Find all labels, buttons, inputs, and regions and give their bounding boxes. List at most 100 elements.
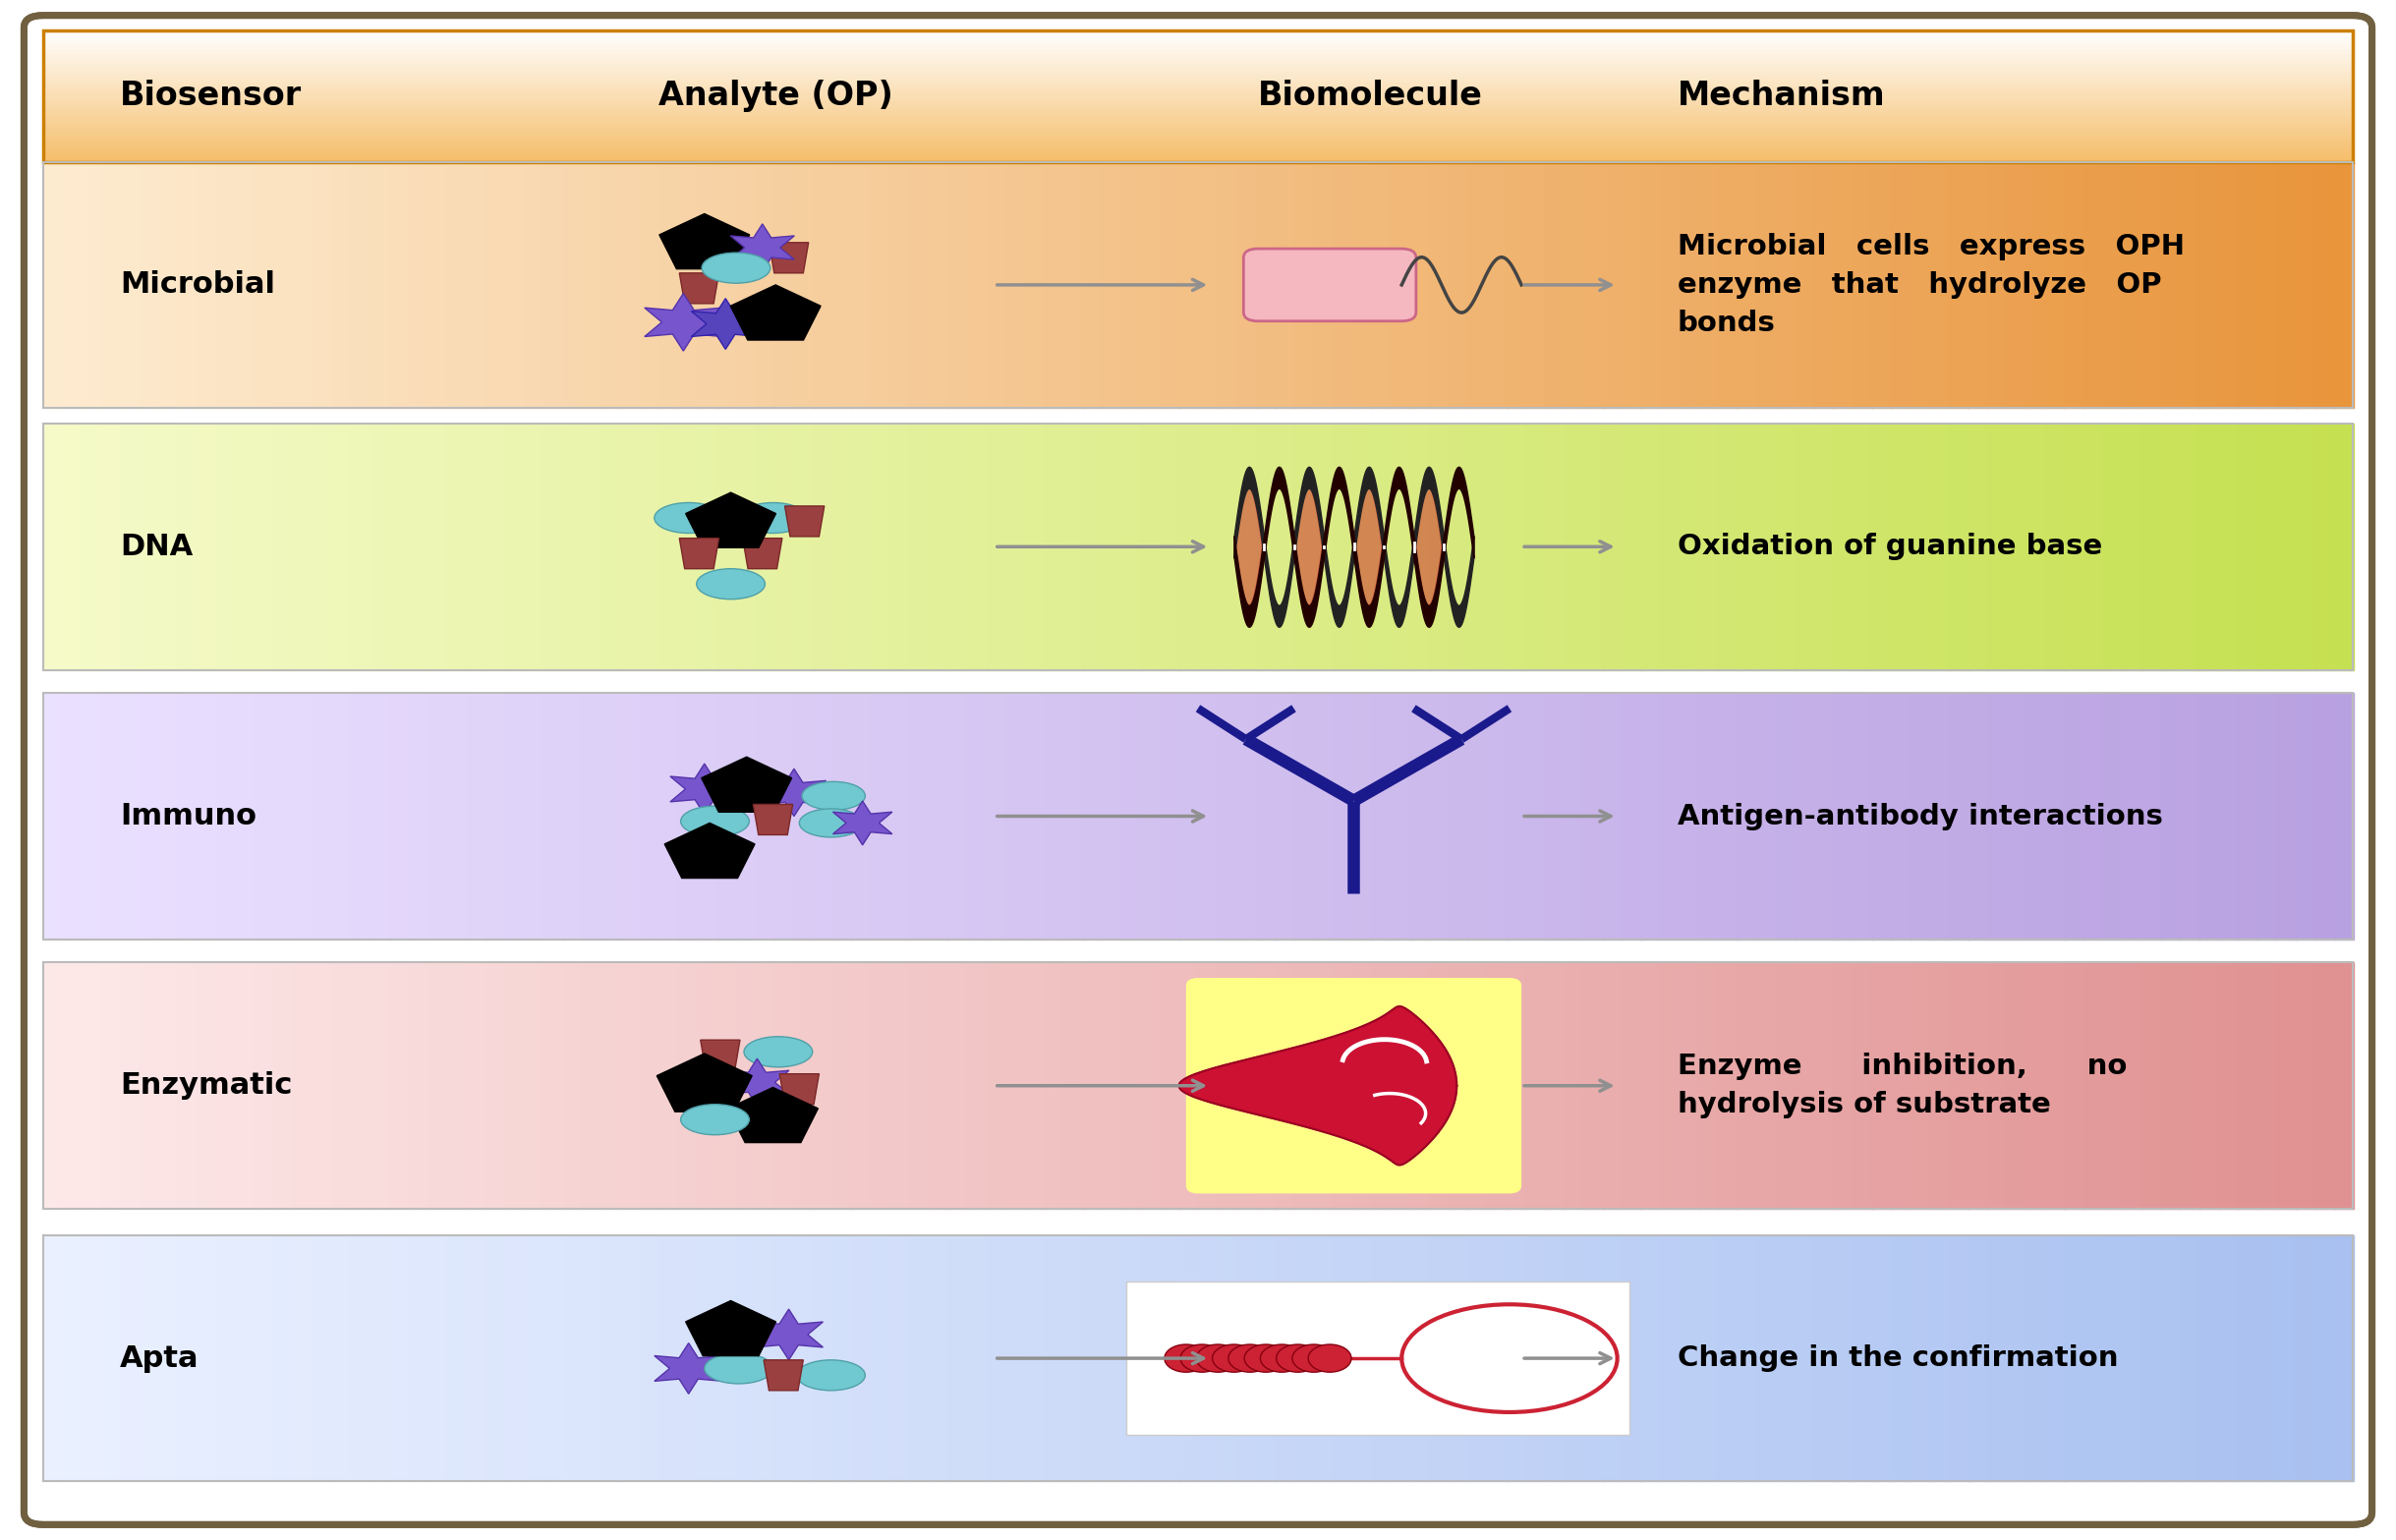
Bar xyxy=(1967,424,1989,670)
Bar xyxy=(640,1235,661,1481)
Bar xyxy=(1795,1235,1816,1481)
Bar xyxy=(43,80,2353,83)
Bar xyxy=(352,693,371,939)
Bar xyxy=(1929,1235,1950,1481)
Bar xyxy=(1775,162,1797,408)
Bar xyxy=(697,1235,719,1481)
Bar xyxy=(1064,424,1083,670)
Bar xyxy=(43,86,2353,88)
Bar xyxy=(273,962,295,1209)
Bar xyxy=(1718,1235,1737,1481)
Bar xyxy=(949,162,968,408)
Bar xyxy=(158,424,180,670)
Bar xyxy=(196,962,218,1209)
Bar xyxy=(410,962,429,1209)
Bar xyxy=(120,1235,141,1481)
Bar xyxy=(2276,962,2295,1209)
Bar xyxy=(43,72,2353,75)
Bar xyxy=(2219,162,2238,408)
Bar xyxy=(870,693,891,939)
Bar xyxy=(1948,424,1970,670)
Bar xyxy=(1565,162,1584,408)
Bar xyxy=(1584,962,1603,1209)
Bar xyxy=(2005,162,2027,408)
Bar xyxy=(1428,1235,1450,1481)
Bar xyxy=(1332,962,1354,1209)
Polygon shape xyxy=(645,294,721,351)
Bar xyxy=(371,162,391,408)
Bar xyxy=(43,146,2353,149)
Bar xyxy=(716,962,738,1209)
Bar xyxy=(774,1235,795,1481)
Circle shape xyxy=(1260,1344,1303,1372)
Bar xyxy=(1313,693,1335,939)
Bar xyxy=(851,962,872,1209)
Circle shape xyxy=(1244,1344,1287,1372)
Bar xyxy=(139,693,161,939)
Circle shape xyxy=(1308,1344,1351,1372)
Bar xyxy=(43,92,2353,94)
Bar xyxy=(216,1235,237,1481)
Bar xyxy=(1718,962,1737,1209)
Bar xyxy=(2200,693,2219,939)
Bar xyxy=(1102,962,1121,1209)
Bar xyxy=(1121,1235,1140,1481)
Bar xyxy=(1064,1235,1083,1481)
Bar xyxy=(774,162,795,408)
Bar xyxy=(311,1235,333,1481)
Bar xyxy=(1718,424,1737,670)
Bar xyxy=(1756,162,1775,408)
Bar xyxy=(1929,424,1950,670)
Bar xyxy=(1140,162,1160,408)
Bar xyxy=(736,1235,757,1481)
Bar xyxy=(2219,424,2238,670)
FancyBboxPatch shape xyxy=(1126,1281,1629,1435)
Bar xyxy=(930,162,949,408)
Bar xyxy=(1948,962,1970,1209)
Bar xyxy=(1814,693,1835,939)
Bar xyxy=(1680,424,1699,670)
Bar xyxy=(1121,962,1140,1209)
Bar xyxy=(1814,962,1835,1209)
Bar xyxy=(1351,1235,1373,1481)
Bar xyxy=(273,1235,295,1481)
Bar xyxy=(254,693,276,939)
Bar xyxy=(1641,962,1660,1209)
Bar xyxy=(1622,962,1641,1209)
Bar xyxy=(311,962,333,1209)
Bar xyxy=(1371,162,1392,408)
Bar xyxy=(43,142,2353,143)
Ellipse shape xyxy=(803,782,865,810)
Bar xyxy=(62,1235,84,1481)
Bar xyxy=(43,122,2353,125)
Bar xyxy=(158,1235,180,1481)
Polygon shape xyxy=(659,214,750,269)
Bar xyxy=(659,962,680,1209)
Bar xyxy=(1313,424,1335,670)
Bar xyxy=(1313,1235,1335,1481)
Bar xyxy=(697,424,719,670)
Bar xyxy=(62,962,84,1209)
Bar xyxy=(43,154,2353,157)
Bar xyxy=(2005,1235,2027,1481)
Bar xyxy=(1486,962,1507,1209)
Bar xyxy=(235,424,256,670)
Bar xyxy=(2180,1235,2200,1481)
Bar xyxy=(1256,162,1277,408)
Bar xyxy=(1179,1235,1198,1481)
Bar xyxy=(43,162,65,408)
Ellipse shape xyxy=(795,1360,865,1391)
Bar xyxy=(2200,162,2219,408)
Bar xyxy=(2295,424,2315,670)
Bar xyxy=(1160,162,1179,408)
Bar xyxy=(1545,962,1565,1209)
Text: Change in the confirmation: Change in the confirmation xyxy=(1677,1344,2118,1372)
Bar xyxy=(391,162,410,408)
Bar xyxy=(1025,1235,1045,1481)
Bar xyxy=(889,424,910,670)
Bar xyxy=(196,1235,218,1481)
Bar xyxy=(1217,424,1239,670)
Bar xyxy=(506,424,525,670)
Bar xyxy=(1294,1235,1315,1481)
Bar xyxy=(812,962,834,1209)
